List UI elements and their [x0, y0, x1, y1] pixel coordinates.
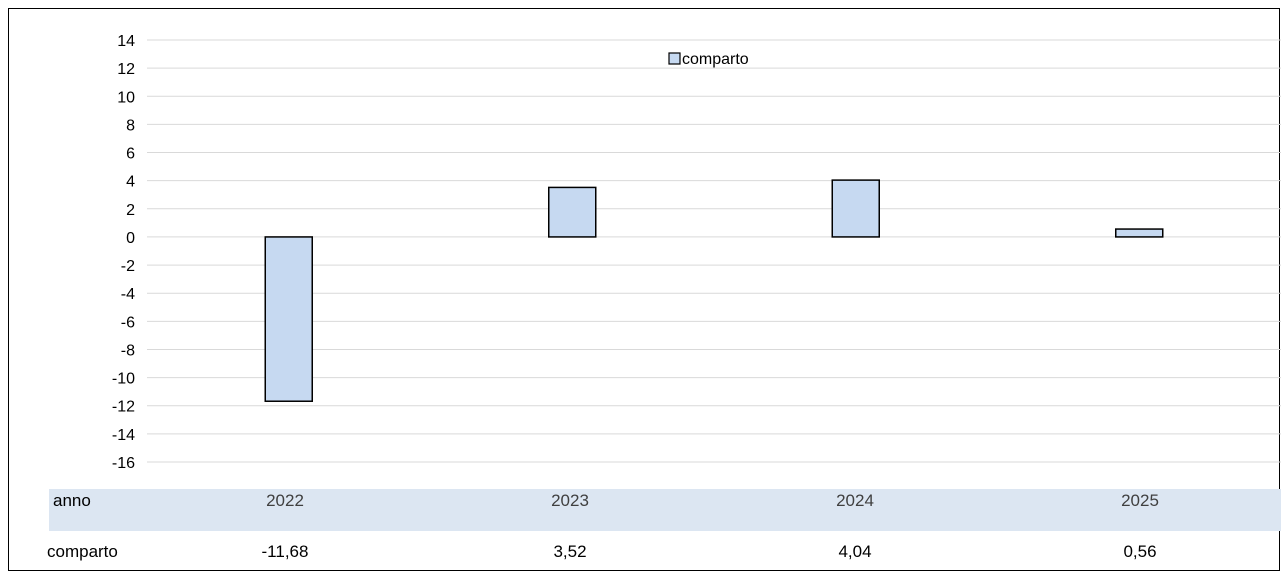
bar-chart: 14 12 10 8 6 4 2 0 -2 -4 -6 -8 -10 -12 -14 -16 comparto: [112, 33, 1281, 472]
table-year-2024: 2024: [836, 491, 874, 510]
y-tick-label: 14: [117, 33, 135, 50]
y-tick-label: 6: [126, 146, 135, 163]
y-tick-label: -2: [121, 258, 135, 275]
table-year-2025: 2025: [1121, 491, 1159, 510]
bar-2022: [264, 236, 313, 402]
y-tick-label: -6: [121, 314, 135, 331]
y-tick-label: 8: [126, 117, 135, 134]
legend-label: comparto: [682, 51, 749, 68]
y-tick-label: 12: [117, 61, 135, 78]
y-tick-label: 0: [126, 230, 135, 247]
table-year-2023: 2023: [551, 491, 589, 510]
y-tick-label: 4: [126, 174, 135, 191]
chart-frame: 14 12 10 8 6 4 2 0 -2 -4 -6 -8 -10 -12 -14 -16 comparto …: [8, 8, 1281, 571]
legend-swatch: [668, 52, 681, 65]
table-value-2025: 0,56: [1123, 542, 1157, 561]
y-tick-label: -4: [121, 286, 135, 303]
y-tick-label: -8: [121, 342, 135, 359]
bar-2025: [1115, 228, 1164, 238]
data-table-header-band: [49, 489, 1281, 531]
legend: comparto: [668, 51, 749, 68]
table-year-2022: 2022: [266, 491, 304, 510]
y-tick-label: -10: [112, 371, 135, 388]
table-row-label: comparto: [47, 542, 118, 561]
y-tick-label: 10: [117, 89, 135, 106]
y-tick-label: -16: [112, 455, 135, 472]
y-tick-label: 2: [126, 202, 135, 219]
bar-2023: [548, 186, 597, 238]
table-value-2023: 3,52: [553, 542, 587, 561]
y-tick-label: -12: [112, 399, 135, 416]
bar-2024: [831, 179, 880, 238]
y-tick-label: -14: [112, 427, 135, 444]
table-value-2022: -11,68: [261, 542, 309, 561]
table-value-2024: 4,04: [838, 542, 872, 561]
table-header-label: anno: [53, 491, 91, 510]
